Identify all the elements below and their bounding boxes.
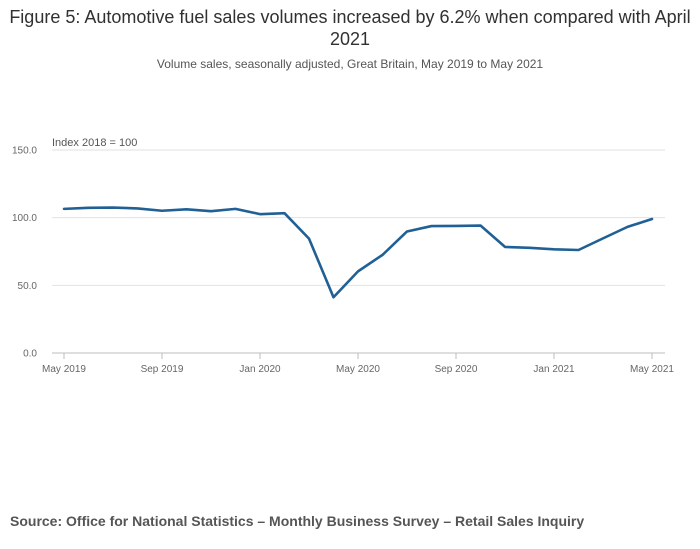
x-tick-label: May 2021	[630, 364, 674, 375]
x-tick-label: Sep 2019	[141, 364, 184, 375]
source-note: Source: Office for National Statistics –…	[10, 513, 585, 529]
y-tick-label: 0.0	[23, 349, 37, 360]
x-tick-label: May 2020	[336, 364, 380, 375]
x-tick-label: Jan 2020	[239, 364, 281, 375]
series-line	[62, 206, 654, 299]
y-axis-unit-label: Index 2018 = 100	[52, 137, 137, 149]
x-tick-label: May 2019	[42, 364, 86, 375]
x-tick-label: Sep 2020	[435, 364, 478, 375]
gridlines	[52, 149, 665, 286]
chart-subtitle: Volume sales, seasonally adjusted, Great…	[156, 57, 544, 71]
y-tick-label: 150.0	[12, 146, 37, 157]
chart-title: Figure 5: Automotive fuel sales volumes …	[9, 7, 691, 49]
axes: 0.0 50.0 100.0 150.0 May 2019 Sep 2019 Jan 202…	[12, 146, 674, 376]
y-tick-label: 50.0	[18, 281, 38, 292]
series-layer	[62, 206, 654, 299]
y-tick-label: 100.0	[12, 213, 37, 224]
x-tick-label: Jan 2021	[533, 364, 575, 375]
